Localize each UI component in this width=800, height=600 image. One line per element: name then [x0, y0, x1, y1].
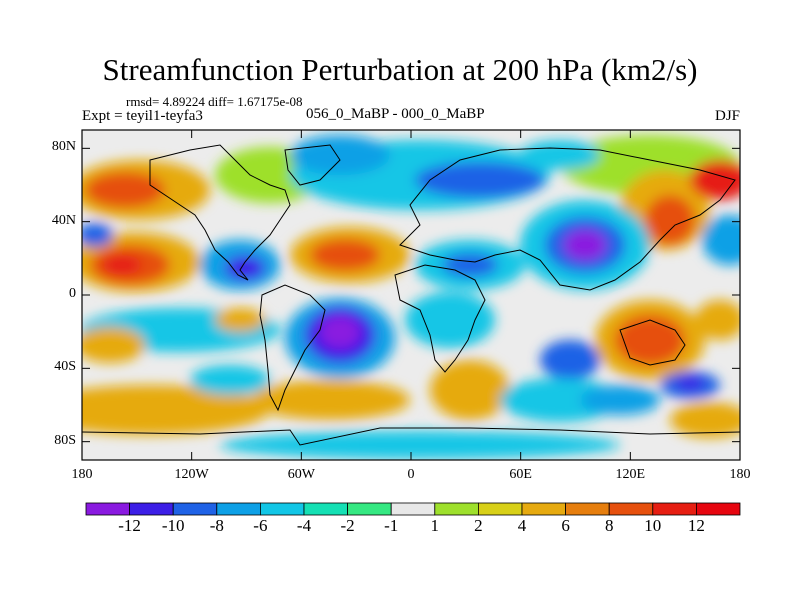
colorbar-swatch: [434, 502, 479, 516]
field-patch: [615, 315, 685, 365]
colorbar-swatch: [608, 502, 654, 516]
colorbar-swatch: [259, 502, 305, 516]
field-patch: [85, 172, 165, 208]
field-patch: [675, 376, 705, 390]
colorbar-label: 10: [644, 516, 662, 535]
field-patch: [540, 340, 600, 380]
lon-label: 60W: [287, 467, 315, 482]
map-frame: [81, 129, 741, 461]
field-patch: [695, 300, 740, 340]
greenland-outline: [284, 144, 341, 186]
field-patch: [580, 385, 660, 415]
lon-label: 180: [71, 467, 93, 482]
lat-label: 80N: [51, 139, 76, 155]
colorbar-swatch: [652, 502, 697, 516]
colorbar-label: -10: [161, 516, 185, 535]
field-patch: [215, 308, 265, 332]
colorbar-swatch: [477, 502, 523, 516]
colorbar-swatch: [172, 502, 218, 516]
experiment-label: Expt = teyil1-teyfa3: [82, 108, 203, 124]
colorbar-label: -6: [253, 516, 268, 535]
colorbar-label: 8: [604, 516, 614, 535]
field-patch: [405, 292, 495, 348]
lon-label: 120E: [615, 467, 646, 482]
colorbar-swatch: [216, 502, 261, 516]
colorbar-label: -8: [209, 516, 224, 535]
field-patch: [250, 380, 410, 420]
field-patch: [225, 256, 265, 280]
colorbar-label: 12: [687, 516, 705, 535]
field-patch: [190, 365, 270, 395]
lat-label: 0: [69, 286, 76, 301]
field-patch: [520, 140, 600, 170]
field-patch: [690, 160, 740, 200]
colorbar-swatch: [129, 502, 174, 516]
field-patch: [702, 215, 740, 265]
field-patch: [563, 229, 607, 261]
map-title: Streamfunction Perturbation at 200 hPa (…: [102, 52, 698, 87]
lon-label: 0: [407, 467, 415, 482]
stats-label: rmsd= 4.89224 diff= 1.67175e-08: [126, 94, 303, 109]
field-patch: [670, 402, 740, 438]
colorbar-swatch: [696, 502, 741, 516]
field-patch: [645, 195, 695, 245]
field-patch: [430, 360, 510, 420]
lat-label: 40S: [54, 359, 76, 375]
field-patch: [320, 316, 360, 348]
colorbar: [85, 502, 741, 516]
field-patch: [102, 255, 142, 275]
colorbar-swatch: [347, 502, 392, 516]
lon-label: 60E: [509, 467, 532, 482]
antarctica-outline: [82, 427, 740, 446]
contour-field: [82, 130, 740, 460]
colorbar-swatch: [85, 502, 130, 516]
australia-outline: [619, 319, 686, 366]
colorbar-label: -12: [118, 516, 141, 535]
lat-label: 40N: [51, 212, 76, 228]
field-patch: [500, 378, 620, 422]
field-patch: [82, 223, 113, 247]
colorbar-label: 2: [474, 516, 483, 535]
lon-label: 120W: [174, 467, 209, 482]
south-america-outline: [259, 284, 326, 412]
north-america-outline: [149, 144, 291, 281]
field-patch: [290, 135, 390, 175]
field-patch: [82, 327, 145, 363]
colorbar-label: -4: [296, 516, 312, 535]
field-patch: [82, 385, 270, 435]
africa-outline: [394, 264, 486, 373]
field-patch: [415, 162, 545, 198]
lon-label: 180: [729, 467, 751, 482]
colorbar-label: -1: [384, 516, 399, 535]
continent-outlines: [82, 144, 740, 446]
lat-label: 80S: [54, 432, 76, 448]
comparison-label: 056_0_MaBP - 000_0_MaBP: [306, 106, 485, 122]
field-patch: [220, 431, 620, 459]
colorbar-label: 6: [561, 516, 570, 535]
colorbar-swatch: [565, 502, 610, 516]
eurasia-outline: [399, 147, 736, 291]
colorbar-label: 1: [430, 516, 440, 535]
colorbar-swatch: [521, 502, 566, 516]
colorbar-label: 4: [517, 516, 527, 535]
colorbar-label: -2: [340, 516, 355, 535]
colorbar-swatch: [303, 502, 348, 516]
field-patch: [310, 239, 380, 271]
season-label: DJF: [714, 108, 740, 124]
colorbar-swatch: [390, 502, 436, 516]
